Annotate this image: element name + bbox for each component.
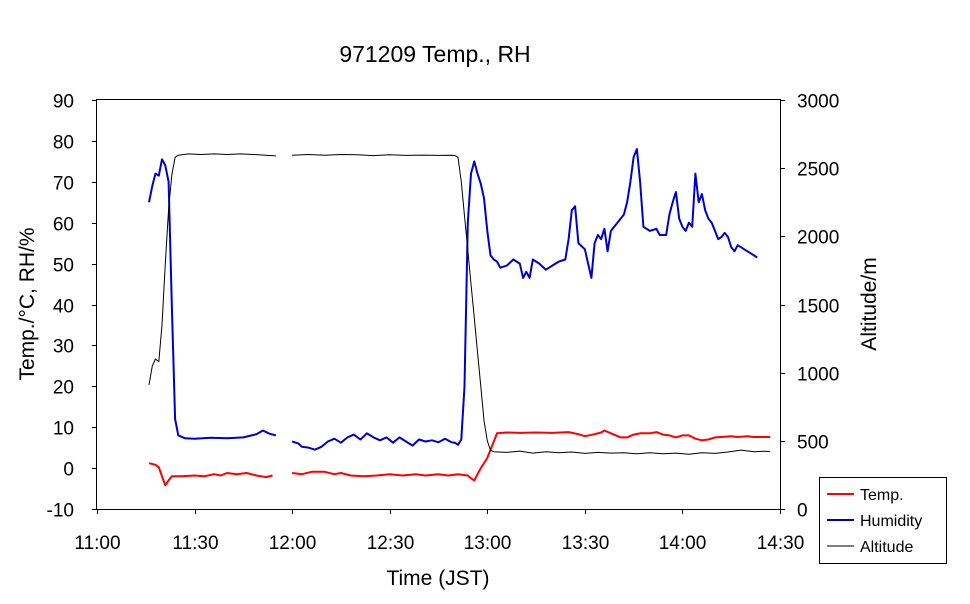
x-tick-label: 11:00: [74, 533, 120, 554]
x-tick-label: 13:30: [562, 533, 610, 554]
plot-frame: [96, 99, 781, 510]
x-tick-label: 12:00: [269, 533, 317, 554]
series-line: [148, 153, 276, 385]
y-tick-label: -10: [47, 501, 74, 522]
y2-axis-label: Altitude/m: [858, 257, 881, 350]
y2-tick-label: 2000: [797, 228, 839, 249]
chart-title: 971209 Temp., RH: [339, 41, 530, 67]
legend: Temp. Humidity Altitude: [819, 477, 947, 564]
series-temp: [148, 429, 771, 487]
y2-tick-label: 2500: [797, 160, 839, 181]
legend-label: Altitude: [860, 539, 913, 556]
x-tick-label: 11:30: [172, 533, 218, 554]
series-line: [292, 154, 771, 455]
legend-label: Humidity: [860, 513, 922, 530]
y-axis-label: Temp./°C, RH/%: [16, 227, 39, 380]
x-tick-label: 14:30: [757, 533, 805, 554]
y-tick-label: 0: [63, 460, 74, 481]
series-humidity: [148, 148, 758, 451]
y-tick-label: 10: [53, 419, 74, 440]
y2-tick-label: 1500: [797, 297, 839, 318]
series-group: [148, 148, 771, 487]
y2-tick-label: 1000: [797, 365, 839, 386]
y-tick-label: 80: [53, 133, 74, 154]
axis-ticks: -10 0 10 20 30 40 50 60 70 80 90 0 500 1000 1500 2000 25…: [47, 92, 840, 555]
y-tick-label: 50: [53, 256, 74, 277]
y-tick-label: 20: [53, 378, 74, 399]
y-tick-label: 90: [53, 92, 74, 113]
series-altitude: [148, 153, 771, 455]
series-line: [148, 462, 273, 487]
legend-label: Temp.: [860, 487, 904, 504]
y-tick-label: 70: [53, 174, 74, 195]
x-tick-label: 12:30: [367, 533, 415, 554]
y2-tick-label: 3000: [797, 92, 839, 113]
series-line: [148, 158, 277, 440]
y2-tick-label: 0: [797, 501, 808, 522]
y-tick-label: 60: [53, 215, 74, 236]
y-tick-label: 40: [53, 297, 74, 318]
x-axis-label: Time (JST): [386, 567, 489, 590]
series-line: [291, 429, 771, 482]
y-tick-label: 30: [53, 337, 74, 358]
y2-tick-label: 500: [797, 433, 829, 454]
x-tick-label: 14:00: [659, 533, 707, 554]
x-tick-label: 13:00: [464, 533, 512, 554]
series-line: [291, 148, 758, 451]
